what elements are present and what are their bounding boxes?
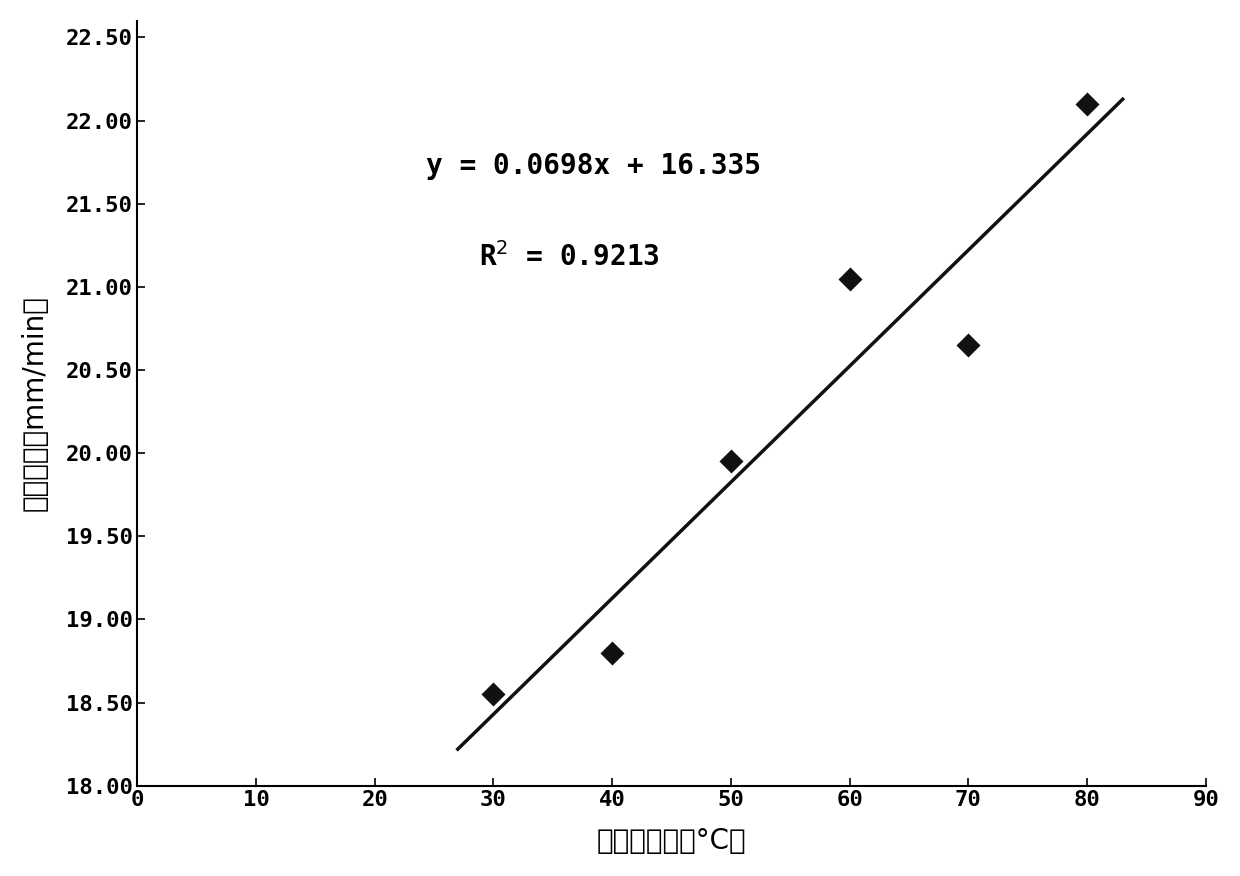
Point <box>720 455 740 469</box>
X-axis label: 混合料温度（°C）: 混合料温度（°C） <box>596 827 746 855</box>
Text: y = 0.0698x + 16.335: y = 0.0698x + 16.335 <box>425 152 761 180</box>
Point <box>959 338 978 352</box>
Y-axis label: 烧结速度（mm/min）: 烧结速度（mm/min） <box>21 295 48 512</box>
Point <box>1078 97 1097 111</box>
Point <box>839 272 859 286</box>
Text: R$^2$ = 0.9213: R$^2$ = 0.9213 <box>479 242 660 272</box>
Point <box>603 646 622 660</box>
Point <box>484 687 503 701</box>
